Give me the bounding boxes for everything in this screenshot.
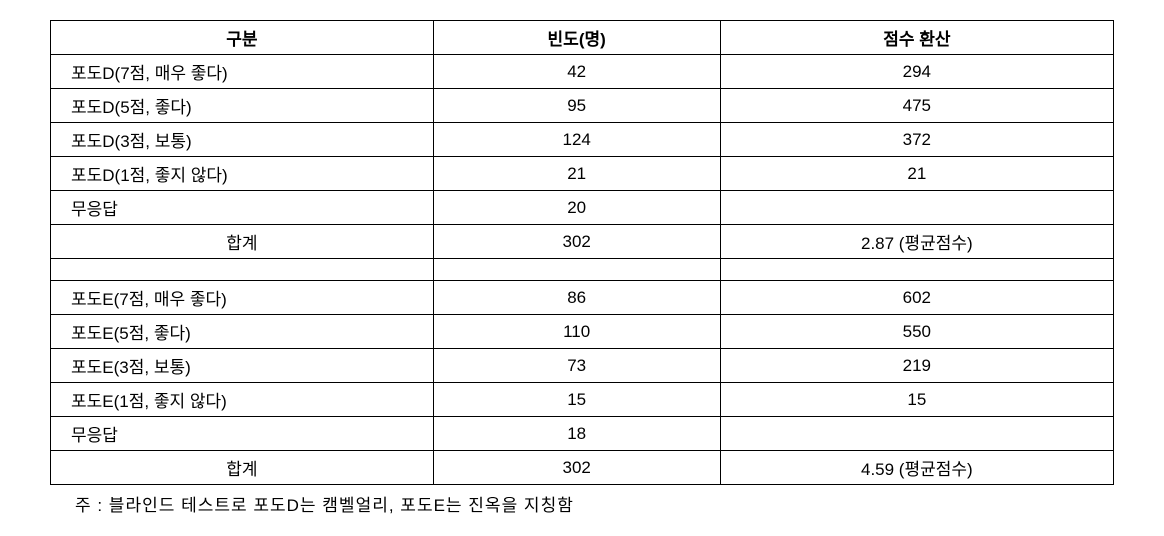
cell-score: 15 (720, 383, 1113, 417)
table-row: 포도E(1점, 좋지 않다) 15 15 (51, 383, 1114, 417)
table-spacer-row (51, 259, 1114, 281)
cell-score (720, 417, 1113, 451)
header-score: 점수 환산 (720, 21, 1113, 55)
cell-label: 포도D(1점, 좋지 않다) (51, 157, 434, 191)
cell-score: 475 (720, 89, 1113, 123)
cell-total-freq: 302 (433, 451, 720, 485)
header-category: 구분 (51, 21, 434, 55)
cell-score: 602 (720, 281, 1113, 315)
table-row: 무응답 20 (51, 191, 1114, 225)
table-row: 포도E(7점, 매우 좋다) 86 602 (51, 281, 1114, 315)
cell-empty (433, 259, 720, 281)
cell-label: 포도E(1점, 좋지 않다) (51, 383, 434, 417)
cell-score: 294 (720, 55, 1113, 89)
cell-freq: 21 (433, 157, 720, 191)
cell-total-score: 4.59 (평균점수) (720, 451, 1113, 485)
cell-freq: 18 (433, 417, 720, 451)
cell-label: 무응답 (51, 191, 434, 225)
cell-label: 포도D(5점, 좋다) (51, 89, 434, 123)
header-frequency: 빈도(명) (433, 21, 720, 55)
footnote-text: 주 : 블라인드 테스트로 포도D는 캠벨얼리, 포도E는 진옥을 지칭함 (50, 491, 1114, 516)
table-header-row: 구분 빈도(명) 점수 환산 (51, 21, 1114, 55)
table-row: 포도D(1점, 좋지 않다) 21 21 (51, 157, 1114, 191)
cell-freq: 124 (433, 123, 720, 157)
cell-label: 포도D(3점, 보통) (51, 123, 434, 157)
data-table: 구분 빈도(명) 점수 환산 포도D(7점, 매우 좋다) 42 294 포도D… (50, 20, 1114, 485)
cell-total-label: 합계 (51, 225, 434, 259)
cell-score: 550 (720, 315, 1113, 349)
cell-total-label: 합계 (51, 451, 434, 485)
cell-score: 21 (720, 157, 1113, 191)
cell-freq: 86 (433, 281, 720, 315)
table-row: 포도D(7점, 매우 좋다) 42 294 (51, 55, 1114, 89)
cell-label: 포도E(5점, 좋다) (51, 315, 434, 349)
table-row: 포도D(3점, 보통) 124 372 (51, 123, 1114, 157)
table-total-row: 합계 302 4.59 (평균점수) (51, 451, 1114, 485)
cell-freq: 15 (433, 383, 720, 417)
cell-label: 포도E(3점, 보통) (51, 349, 434, 383)
table-row: 포도E(3점, 보통) 73 219 (51, 349, 1114, 383)
cell-freq: 20 (433, 191, 720, 225)
cell-label: 포도E(7점, 매우 좋다) (51, 281, 434, 315)
cell-label: 무응답 (51, 417, 434, 451)
cell-score (720, 191, 1113, 225)
cell-empty (51, 259, 434, 281)
cell-score: 372 (720, 123, 1113, 157)
table-row: 무응답 18 (51, 417, 1114, 451)
cell-total-score: 2.87 (평균점수) (720, 225, 1113, 259)
cell-empty (720, 259, 1113, 281)
cell-freq: 42 (433, 55, 720, 89)
cell-total-freq: 302 (433, 225, 720, 259)
cell-score: 219 (720, 349, 1113, 383)
table-row: 포도D(5점, 좋다) 95 475 (51, 89, 1114, 123)
cell-freq: 73 (433, 349, 720, 383)
cell-freq: 110 (433, 315, 720, 349)
cell-freq: 95 (433, 89, 720, 123)
table-total-row: 합계 302 2.87 (평균점수) (51, 225, 1114, 259)
cell-label: 포도D(7점, 매우 좋다) (51, 55, 434, 89)
table-row: 포도E(5점, 좋다) 110 550 (51, 315, 1114, 349)
